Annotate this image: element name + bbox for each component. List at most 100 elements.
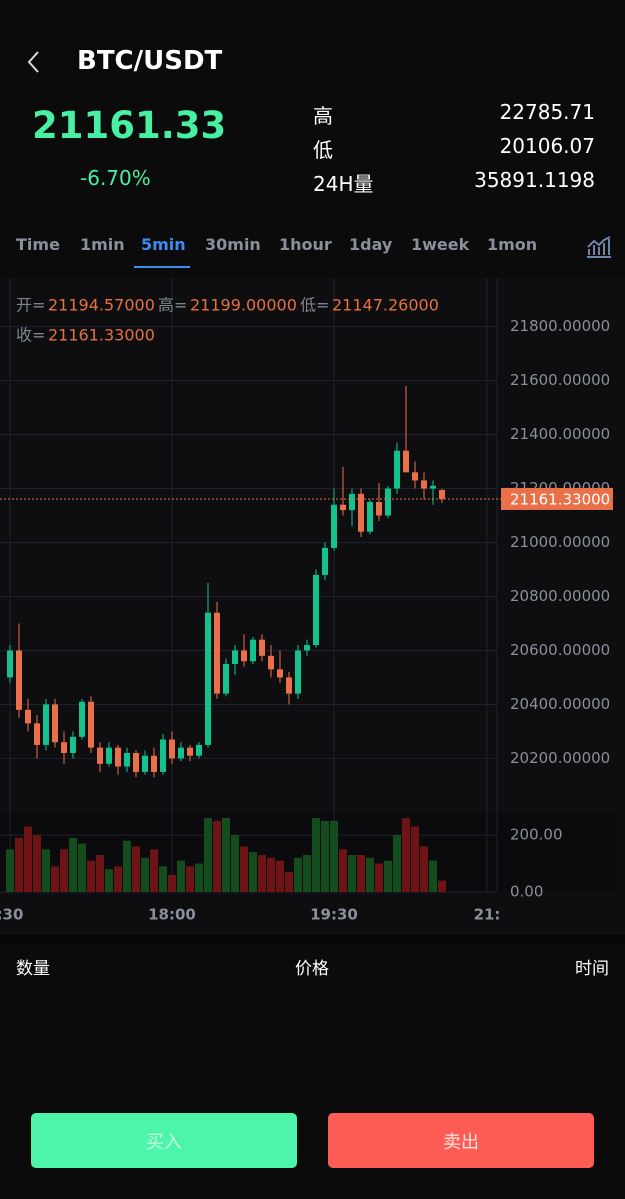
volume-bar — [159, 866, 167, 892]
volume-bar — [78, 843, 86, 892]
volume-bar — [393, 835, 401, 892]
volume-bar — [375, 863, 383, 892]
x-tick-label: 19:30 — [310, 906, 358, 924]
candle-body — [340, 504, 346, 511]
candle-body — [151, 755, 157, 772]
volume-tick-label: 0.00 — [510, 883, 543, 901]
volume-bar — [114, 866, 122, 892]
candle-body — [169, 739, 175, 759]
candle-body — [25, 709, 31, 724]
candle-body — [304, 645, 310, 651]
price-change: -6.70% — [80, 166, 151, 190]
legend-value: 21147.26000 — [332, 296, 439, 315]
volume-bar — [60, 849, 68, 892]
candle-body — [421, 480, 427, 489]
volume-bar — [141, 857, 149, 892]
candle-body — [232, 650, 238, 664]
volume-bar — [177, 860, 185, 892]
legend-name: 高= — [158, 296, 187, 315]
candle-body — [34, 723, 40, 745]
kline-chart: 20200.00000 20400.00000 20600.00000 20800.0… — [0, 278, 625, 935]
volume-bar — [15, 837, 23, 892]
legend-name: 低= — [300, 296, 329, 315]
candle-body — [7, 650, 13, 678]
stat-label: 高 — [313, 104, 333, 128]
candle-body — [43, 704, 49, 745]
volume-bar — [123, 840, 131, 892]
candle-body — [268, 655, 274, 670]
candle-body — [394, 450, 400, 489]
interval-tabs: Time 1min 5min 30min 1hour 1day 1week 1mon — [0, 217, 625, 277]
volume-bar — [42, 849, 50, 892]
volume-bar — [204, 818, 212, 892]
y-tick-label: 21600.00000 — [510, 371, 610, 389]
stat-value: 35891.1198 — [474, 168, 595, 192]
candle-body — [196, 744, 202, 756]
volume-bar — [330, 820, 338, 892]
last-price-tag — [501, 487, 613, 510]
back-button[interactable] — [26, 50, 42, 74]
tab-underline — [134, 266, 190, 268]
interval-tab[interactable]: Time — [16, 235, 60, 254]
candle-body — [412, 472, 418, 481]
column-header: 价格 — [295, 959, 329, 979]
candle-body — [106, 747, 112, 764]
candle-body — [61, 742, 67, 754]
volume-bar — [411, 826, 419, 892]
volume-bar — [105, 869, 113, 892]
interval-tab[interactable]: 1day — [349, 235, 393, 254]
volume-bar — [339, 849, 347, 892]
candle-body — [430, 485, 436, 489]
y-tick-label: 20800.00000 — [510, 587, 610, 605]
candle-body — [79, 701, 85, 737]
candle-body — [88, 701, 94, 748]
candle-body — [250, 639, 256, 662]
candle-body — [349, 493, 355, 511]
volume-bar — [51, 866, 59, 892]
interval-tab[interactable]: 1min — [80, 235, 125, 254]
volume-bar — [321, 820, 329, 892]
stat-label: 24H量 — [313, 172, 374, 196]
interval-tab[interactable]: 30min — [205, 235, 261, 254]
indicator-icon[interactable] — [586, 235, 612, 259]
volume-bar — [186, 866, 194, 892]
volume-bar — [420, 846, 428, 892]
candle-body — [313, 574, 319, 646]
column-header: 数量 — [16, 959, 50, 979]
candle-body — [367, 502, 373, 532]
legend-value: 21161.33000 — [48, 326, 155, 345]
candle-body — [52, 704, 58, 743]
candle-body — [160, 739, 166, 772]
interval-tab[interactable]: 1hour — [279, 235, 332, 254]
volume-bar — [69, 837, 77, 892]
column-header: 时间 — [575, 959, 609, 979]
volume-bar — [402, 818, 410, 892]
volume-bar — [240, 846, 248, 892]
legend-value: 21194.57000 — [48, 296, 155, 315]
buy-button[interactable]: 买入 — [31, 1113, 297, 1168]
candle-body — [241, 650, 247, 662]
candle-body — [286, 677, 292, 694]
candle-body — [16, 650, 22, 710]
sell-button[interactable]: 卖出 — [328, 1113, 594, 1168]
volume-bar — [96, 855, 104, 892]
candle-body — [205, 612, 211, 745]
x-tick-label: 21: — [474, 906, 501, 924]
legend-value: 21199.00000 — [190, 296, 297, 315]
divider — [0, 935, 625, 945]
interval-tab[interactable]: 1week — [411, 235, 470, 254]
candle-body — [277, 669, 283, 678]
y-tick-label: 21400.00000 — [510, 425, 610, 443]
candle-body — [403, 450, 409, 473]
candle-body — [70, 736, 76, 754]
interval-tab[interactable]: 5min — [141, 235, 186, 254]
candle-body — [97, 747, 103, 764]
interval-tab[interactable]: 1mon — [487, 235, 538, 254]
pair-title: BTC/USDT — [77, 46, 223, 76]
volume-bar — [231, 835, 239, 892]
candle-body — [331, 504, 337, 548]
stat-value: 22785.71 — [499, 100, 595, 124]
volume-bar — [267, 857, 275, 892]
volume-bar — [294, 857, 302, 892]
